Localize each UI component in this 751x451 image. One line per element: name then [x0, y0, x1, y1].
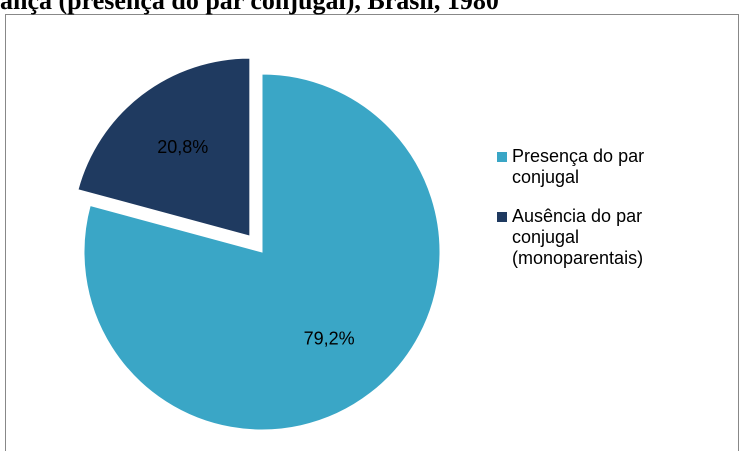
legend-label: Presença do par conjugal — [512, 146, 645, 187]
legend-item: Presença do par conjugal — [497, 146, 697, 188]
pie-slice — [83, 73, 441, 431]
legend-swatch — [497, 212, 507, 222]
data-label: 20,8% — [157, 137, 208, 157]
data-label: 79,2% — [304, 328, 355, 348]
chart-title: ança (presença do par conjugal), Brasil,… — [0, 0, 499, 15]
pie-slice — [77, 57, 251, 237]
legend-item: Ausência do par conjugal (monoparentais) — [497, 206, 697, 269]
legend: Presença do par conjugal Ausência do par … — [497, 146, 697, 287]
chart-frame — [5, 14, 739, 451]
legend-swatch — [497, 152, 507, 162]
legend-label: Ausência do par conjugal (monoparentais) — [512, 206, 644, 268]
